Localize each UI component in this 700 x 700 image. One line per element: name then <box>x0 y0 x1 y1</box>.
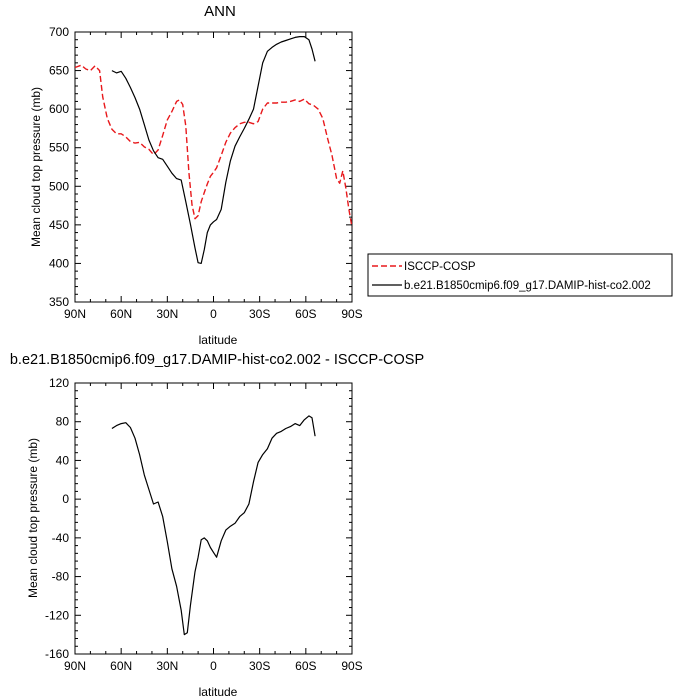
top-x-tick-label: 90N <box>64 307 86 321</box>
bottom-y-tick-label: -120 <box>45 608 69 622</box>
bottom-plot-frame <box>74 382 353 655</box>
top-x-tick-label: 60S <box>295 307 316 321</box>
top-chart: ANN 90N 60N 30N 0 30S 60S 90S 350 400 450 500 550 6… <box>29 3 363 347</box>
top-x-tick-label: 30S <box>249 307 270 321</box>
bottom-x-tick-label: 60N <box>110 659 132 673</box>
top-y-tick-label: 600 <box>49 102 69 116</box>
bottom-series-line-0 <box>111 415 316 636</box>
bottom-y-ticks: -160 -120 -80 -40 0 40 80 120 <box>45 376 352 661</box>
top-y-tick-label: 700 <box>49 25 69 39</box>
bottom-y-tick-label: 0 <box>62 492 69 506</box>
bottom-y-tick-label: 80 <box>56 415 70 429</box>
bottom-y-tick-label: -160 <box>45 647 69 661</box>
bottom-x-tick-label: 90S <box>341 659 362 673</box>
top-chart-title: ANN <box>204 3 236 20</box>
bottom-chart: b.e21.B1850cmip6.f09_g17.DAMIP-hist-co2.… <box>10 352 424 699</box>
bottom-y-tick-label: -40 <box>52 531 70 545</box>
legend-label-model: b.e21.B1850cmip6.f09_g17.DAMIP-hist-co2.… <box>404 280 651 292</box>
top-y-tick-label: 450 <box>49 218 69 232</box>
top-y-tick-label: 350 <box>49 295 69 309</box>
bottom-y-tick-label: 40 <box>56 453 70 467</box>
top-y-tick-label: 650 <box>49 64 69 78</box>
bottom-y-tick-label: -80 <box>52 570 70 584</box>
top-y-tick-label: 400 <box>49 256 69 270</box>
top-y-ticks: 350 400 450 500 550 600 650 700 <box>49 25 352 309</box>
top-x-axis-label: latitude <box>199 333 238 347</box>
bottom-x-tick-label: 60S <box>295 659 316 673</box>
bottom-x-axis-label: latitude <box>199 685 238 699</box>
top-series-line-0 <box>74 64 353 228</box>
bottom-x-tick-label: 30S <box>249 659 270 673</box>
bottom-plot-lines <box>111 415 316 636</box>
top-series-line-1 <box>111 35 316 264</box>
top-y-tick-label: 550 <box>49 141 69 155</box>
top-x-tick-label: 90S <box>341 307 362 321</box>
top-x-ticks: 90N 60N 30N 0 30S 60S 90S <box>64 32 363 321</box>
bottom-y-tick-label: 120 <box>49 376 69 390</box>
top-plot-lines <box>74 35 353 264</box>
bottom-x-ticks: 90N 60N 30N 0 30S 60S 90S <box>64 383 363 673</box>
top-x-tick-label: 60N <box>110 307 132 321</box>
legend-label-isccp: ISCCP-COSP <box>404 261 476 273</box>
top-y-axis-label: Mean cloud top pressure (mb) <box>29 87 43 247</box>
top-x-tick-label: 30N <box>156 307 178 321</box>
bottom-x-tick-label: 90N <box>64 659 86 673</box>
bottom-x-tick-label: 30N <box>156 659 178 673</box>
legend-box <box>367 253 673 297</box>
top-x-tick-label: 0 <box>210 307 217 321</box>
bottom-chart-title: b.e21.B1850cmip6.f09_g17.DAMIP-hist-co2.… <box>10 352 424 368</box>
legend: ISCCP-COSP b.e21.B1850cmip6.f09_g17.DAMI… <box>367 253 673 297</box>
top-y-tick-label: 500 <box>49 179 69 193</box>
bottom-y-axis-label: Mean cloud top pressure (mb) <box>26 438 40 598</box>
bottom-x-tick-label: 0 <box>210 659 217 673</box>
